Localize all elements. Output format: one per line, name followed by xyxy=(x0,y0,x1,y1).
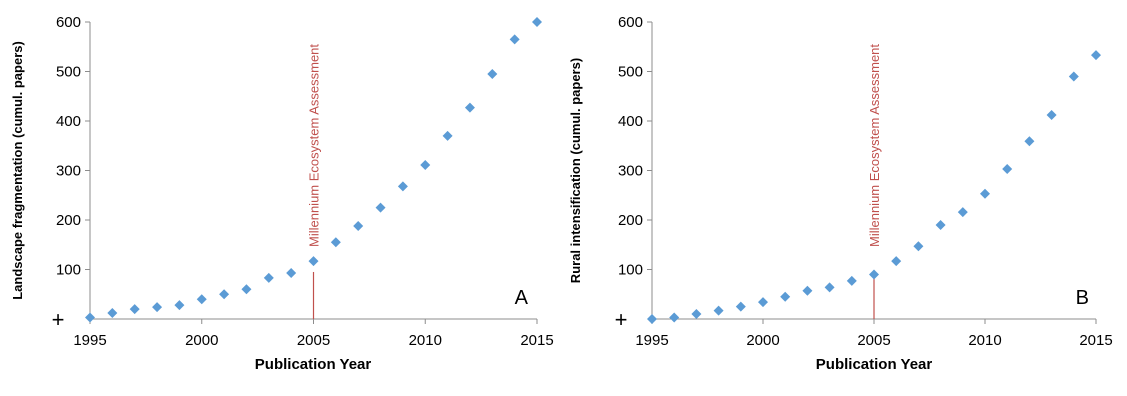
data-point xyxy=(1091,50,1101,61)
x-axis-title: Publication Year xyxy=(816,356,933,373)
x-tick-label: 2015 xyxy=(1079,332,1112,349)
x-tick-label: 2000 xyxy=(185,332,218,349)
data-point xyxy=(487,68,498,79)
data-point xyxy=(891,256,902,267)
data-point xyxy=(713,305,724,316)
annotation-label: Millennium Ecosystem Assessment xyxy=(307,44,322,247)
y-tick-label: 500 xyxy=(618,64,643,81)
data-point xyxy=(869,269,879,280)
origin-plus-marker: + xyxy=(615,307,628,332)
y-tick-label: 300 xyxy=(56,163,81,180)
data-point xyxy=(691,309,702,320)
data-point xyxy=(780,291,791,302)
y-tick-label: 500 xyxy=(56,64,81,81)
data-point xyxy=(420,160,431,171)
data-point xyxy=(308,256,319,267)
data-point xyxy=(758,297,768,308)
y-tick-label: 200 xyxy=(56,212,81,229)
data-point xyxy=(935,219,946,230)
data-point xyxy=(980,188,990,199)
data-point xyxy=(913,241,924,252)
data-point xyxy=(1046,110,1057,121)
data-point xyxy=(397,181,408,192)
data-point xyxy=(509,34,520,45)
data-point xyxy=(174,300,185,311)
y-tick-label: 600 xyxy=(56,14,81,31)
annotation-label: Millennium Ecosystem Assessment xyxy=(867,44,882,247)
data-point xyxy=(1024,136,1035,147)
data-point xyxy=(330,237,341,248)
y-axis-title: Landscape fragmentation (cumul. papers) xyxy=(10,41,25,300)
data-point xyxy=(669,312,680,323)
x-tick-label: 2010 xyxy=(968,332,1001,349)
x-tick-label: 2000 xyxy=(746,332,779,349)
y-tick-label: 200 xyxy=(618,212,643,229)
data-point xyxy=(353,220,364,231)
x-tick-label: 2005 xyxy=(297,332,330,349)
data-point xyxy=(85,312,95,323)
data-point xyxy=(152,302,163,313)
y-tick-label: 300 xyxy=(618,163,643,180)
data-point xyxy=(1068,71,1079,82)
data-point xyxy=(219,289,230,300)
data-point xyxy=(241,284,252,295)
data-point xyxy=(846,275,857,286)
data-point xyxy=(735,301,746,312)
data-point xyxy=(129,304,140,315)
y-axis-title: Rural intensification (cumul. papers) xyxy=(568,58,583,283)
x-axis-title: Publication Year xyxy=(255,356,372,373)
data-point xyxy=(442,130,453,141)
y-tick-label: 100 xyxy=(56,262,81,279)
data-point xyxy=(802,285,813,296)
x-tick-label: 2015 xyxy=(520,332,553,349)
origin-plus-marker: + xyxy=(52,307,65,332)
y-tick-label: 400 xyxy=(56,113,81,130)
panel-label: B xyxy=(1076,287,1089,309)
x-tick-label: 1995 xyxy=(635,332,668,349)
data-point xyxy=(957,207,968,218)
data-point xyxy=(107,308,118,319)
data-point xyxy=(286,267,297,278)
data-point xyxy=(263,272,274,283)
data-point xyxy=(532,17,542,27)
data-point xyxy=(647,314,657,324)
x-tick-label: 1995 xyxy=(73,332,106,349)
data-point xyxy=(1002,164,1013,175)
data-point xyxy=(375,202,386,213)
data-point xyxy=(824,282,835,293)
y-tick-label: 600 xyxy=(618,14,643,31)
y-tick-label: 100 xyxy=(618,262,643,279)
panel-label: A xyxy=(515,287,529,309)
data-point xyxy=(464,102,475,113)
x-tick-label: 2010 xyxy=(409,332,442,349)
y-tick-label: 400 xyxy=(618,113,643,130)
x-tick-label: 2005 xyxy=(857,332,890,349)
data-point xyxy=(196,294,207,305)
